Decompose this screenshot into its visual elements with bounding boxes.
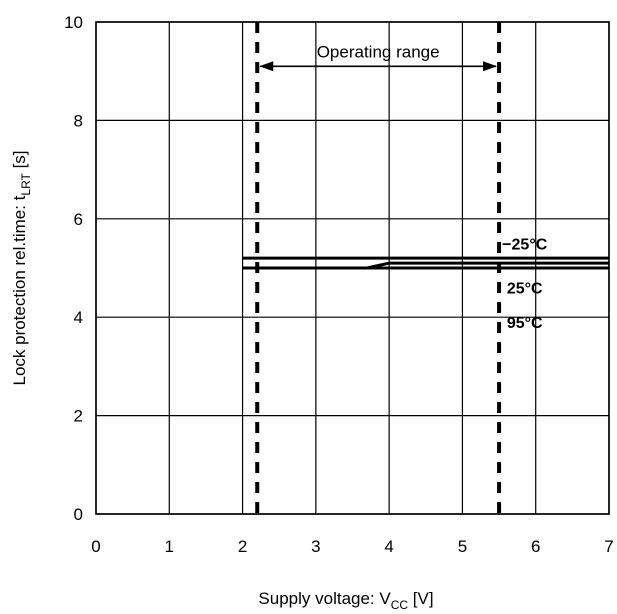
y-tick-label-10: 10 — [64, 13, 83, 32]
arrow-head-left — [259, 61, 274, 72]
y-tick-label-6: 6 — [74, 210, 83, 229]
y-tick-label-4: 4 — [74, 308, 83, 327]
x-tick-label-0: 0 — [91, 537, 100, 556]
y-axis-title-subscript: LRT — [19, 172, 33, 195]
series-label-3: 95°C — [507, 315, 543, 332]
y-tick-label-0: 0 — [74, 505, 83, 524]
x-axis-title-main: Supply voltage: V — [258, 589, 391, 608]
y-tick-label-8: 8 — [74, 111, 83, 130]
x-tick-label-7: 7 — [604, 537, 613, 556]
series-layer: −25°C 25°C 95°C — [242, 236, 609, 332]
operating-range-label: Operating range — [317, 43, 440, 62]
y-axis-title-main: Lock protection rel.time: t — [10, 195, 29, 385]
y-axis-title: Lock protection rel.time: tLRT [s] — [10, 150, 33, 385]
y-tick-label-2: 2 — [74, 407, 83, 426]
tick-labels: 0 1 2 3 4 5 6 7 0 2 4 6 8 10 — [64, 13, 614, 556]
series-label-1: −25°C — [502, 236, 548, 253]
x-tick-label-3: 3 — [311, 537, 320, 556]
y-axis-title-unit: [s] — [10, 150, 29, 173]
x-tick-label-1: 1 — [165, 537, 174, 556]
arrow-head-right — [483, 61, 498, 72]
x-axis-title-unit: [V] — [408, 589, 434, 608]
operating-range-marker: Operating range — [255, 22, 502, 514]
x-tick-label-6: 6 — [531, 537, 540, 556]
x-axis-title-subscript: CC — [391, 598, 409, 612]
series-label-2: 25°C — [507, 281, 543, 298]
x-tick-label-5: 5 — [458, 537, 467, 556]
x-tick-label-4: 4 — [384, 537, 393, 556]
x-tick-label-2: 2 — [238, 537, 247, 556]
x-axis-title: Supply voltage: VCC [V] — [258, 589, 433, 612]
